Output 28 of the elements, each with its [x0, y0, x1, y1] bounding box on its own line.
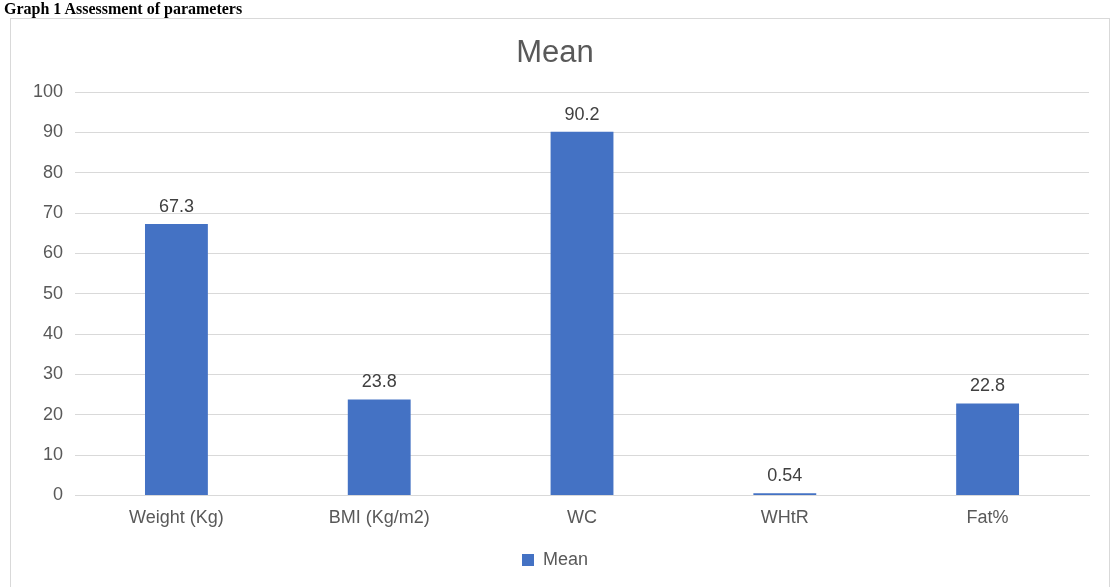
bar	[956, 403, 1020, 495]
bar	[347, 399, 411, 495]
x-tick-label: Fat%	[966, 507, 1009, 528]
x-tick-label: WC	[567, 507, 598, 528]
x-tick-label: BMI (Kg/m2)	[328, 507, 430, 528]
y-tick-label: 50	[43, 282, 64, 303]
y-tick-label: 20	[43, 403, 64, 424]
bar	[550, 131, 614, 495]
data-label: 23.8	[361, 371, 397, 392]
data-label: 0.54	[767, 465, 803, 486]
y-tick-label: 70	[43, 202, 64, 223]
y-tick-label: 90	[43, 121, 64, 142]
data-label: 22.8	[970, 375, 1006, 396]
x-tick-label: Weight (Kg)	[129, 507, 224, 528]
legend-label: Mean	[542, 548, 589, 569]
y-tick-label: 10	[43, 444, 64, 465]
y-tick-label: 0	[53, 484, 64, 505]
y-tick-label: 30	[43, 363, 64, 384]
y-tick-label: 60	[43, 242, 64, 263]
bar	[145, 224, 208, 495]
x-tick-label: WHtR	[760, 507, 809, 528]
chart-title: Mean	[516, 34, 594, 70]
y-tick-label: 40	[43, 323, 64, 344]
data-label: 67.3	[158, 196, 194, 217]
y-tick-label: 100	[32, 81, 64, 102]
caption: Graph 1 Assessment of parameters	[3, 0, 244, 18]
data-label: 90.2	[564, 103, 600, 124]
y-tick-label: 80	[43, 161, 64, 182]
